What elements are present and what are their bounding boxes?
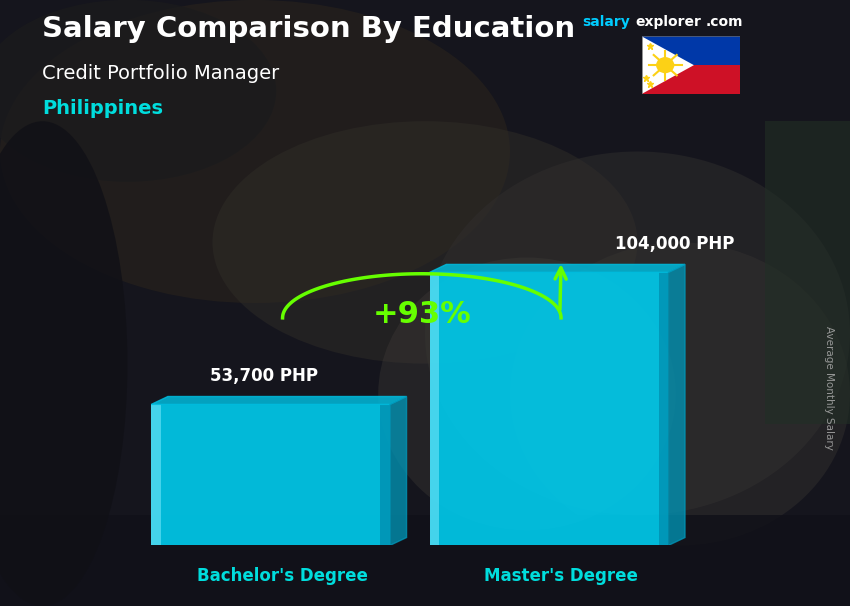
Text: Salary Comparison By Education: Salary Comparison By Education <box>42 15 575 43</box>
Text: Master's Degree: Master's Degree <box>484 567 638 585</box>
Bar <box>430 272 439 545</box>
Ellipse shape <box>212 121 638 364</box>
Ellipse shape <box>378 258 676 530</box>
Bar <box>659 272 668 545</box>
Polygon shape <box>642 36 694 94</box>
Ellipse shape <box>425 152 850 515</box>
Bar <box>381 404 390 545</box>
Text: 104,000 PHP: 104,000 PHP <box>615 235 734 253</box>
Text: 53,700 PHP: 53,700 PHP <box>210 367 318 385</box>
Text: .com: .com <box>706 15 743 29</box>
Bar <box>430 272 668 545</box>
Polygon shape <box>430 264 685 272</box>
Bar <box>151 404 390 545</box>
Text: explorer: explorer <box>636 15 701 29</box>
Bar <box>765 121 850 424</box>
Polygon shape <box>668 264 685 545</box>
Text: salary: salary <box>582 15 630 29</box>
Text: +93%: +93% <box>372 300 471 329</box>
Bar <box>642 65 740 94</box>
Ellipse shape <box>0 0 510 303</box>
Text: Average Monthly Salary: Average Monthly Salary <box>824 326 834 450</box>
Polygon shape <box>151 396 406 404</box>
Bar <box>151 404 161 545</box>
Ellipse shape <box>0 0 276 182</box>
Bar <box>0 515 850 606</box>
Ellipse shape <box>0 121 128 606</box>
Text: Credit Portfolio Manager: Credit Portfolio Manager <box>42 64 280 82</box>
Text: Philippines: Philippines <box>42 99 163 118</box>
Bar <box>642 36 740 65</box>
Text: Bachelor's Degree: Bachelor's Degree <box>197 567 368 585</box>
Ellipse shape <box>510 242 850 545</box>
Polygon shape <box>390 396 406 545</box>
Circle shape <box>656 57 674 73</box>
